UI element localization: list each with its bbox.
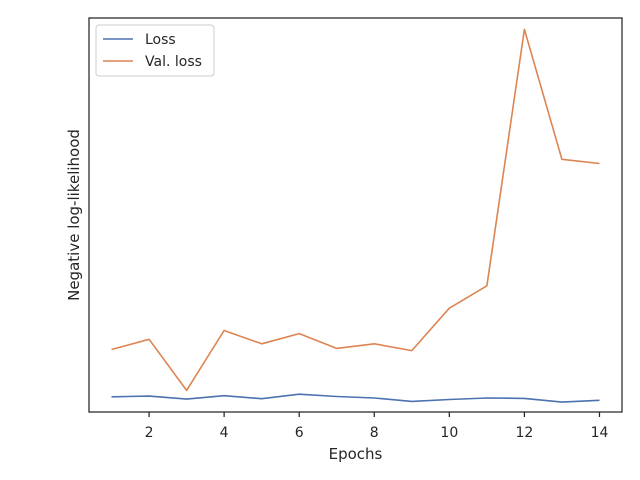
series-line-loss: [111, 393, 600, 403]
x-tick-label: 2: [145, 425, 154, 441]
legend-box: [95, 24, 215, 77]
series-line-val-loss: [111, 28, 600, 392]
legend: Loss Val. loss: [95, 24, 215, 77]
x-axis: 2 4 6 8 10 12 14: [145, 412, 609, 441]
x-tick-label: 6: [295, 425, 304, 441]
x-tick-label: 14: [591, 425, 609, 441]
x-axis-label: Epochs: [329, 445, 383, 463]
legend-label-loss: Loss: [145, 32, 176, 48]
legend-label-val-loss: Val. loss: [145, 54, 202, 70]
y-axis-label: Negative log-likelihood: [65, 129, 83, 301]
plot-frame: [88, 17, 623, 413]
x-tick-label: 4: [220, 425, 229, 441]
x-tick-label: 10: [440, 425, 458, 441]
plot-background: [89, 18, 622, 412]
x-tick-label: 8: [370, 425, 379, 441]
x-tick-label: 12: [515, 425, 533, 441]
series-lines: [111, 28, 600, 403]
